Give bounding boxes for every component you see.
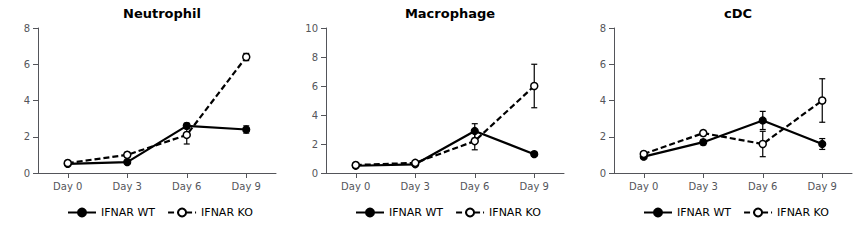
svg-text:4: 4 [24,95,30,106]
svg-text:Day 3: Day 3 [113,181,142,192]
svg-text:Macrophage: Macrophage [405,6,495,21]
svg-text:IFNAR WT: IFNAR WT [101,206,155,219]
svg-text:0: 0 [600,168,606,179]
svg-text:Day 6: Day 6 [172,181,201,192]
svg-text:IFNAR WT: IFNAR WT [389,206,443,219]
svg-text:IFNAR WT: IFNAR WT [677,206,731,219]
svg-text:8: 8 [600,23,606,34]
svg-text:Day 0: Day 0 [341,181,370,192]
svg-text:8: 8 [312,52,318,63]
svg-text:Day 0: Day 0 [629,181,658,192]
svg-text:Day 0: Day 0 [53,181,82,192]
svg-text:IFNAR KO: IFNAR KO [201,206,253,219]
svg-text:10: 10 [305,23,318,34]
svg-text:IFNAR KO: IFNAR KO [489,206,541,219]
svg-text:2: 2 [24,131,30,142]
svg-text:4: 4 [600,95,606,106]
svg-text:0: 0 [24,168,30,179]
svg-text:2: 2 [600,131,606,142]
svg-text:6: 6 [312,81,318,92]
svg-text:Day 9: Day 9 [520,181,549,192]
svg-text:Neutrophil: Neutrophil [123,6,201,21]
svg-text:6: 6 [24,59,30,70]
svg-text:8: 8 [24,23,30,34]
svg-text:0: 0 [312,168,318,179]
svg-text:cDC: cDC [724,6,752,21]
svg-text:IFNAR KO: IFNAR KO [777,206,829,219]
svg-text:Day 3: Day 3 [689,181,718,192]
svg-text:2: 2 [312,139,318,150]
svg-text:4: 4 [312,110,318,121]
svg-text:Day 9: Day 9 [232,181,261,192]
svg-text:Day 3: Day 3 [401,181,430,192]
svg-text:6: 6 [600,59,606,70]
svg-text:Day 9: Day 9 [808,181,837,192]
svg-text:Day 6: Day 6 [748,181,777,192]
svg-text:Day 6: Day 6 [460,181,489,192]
